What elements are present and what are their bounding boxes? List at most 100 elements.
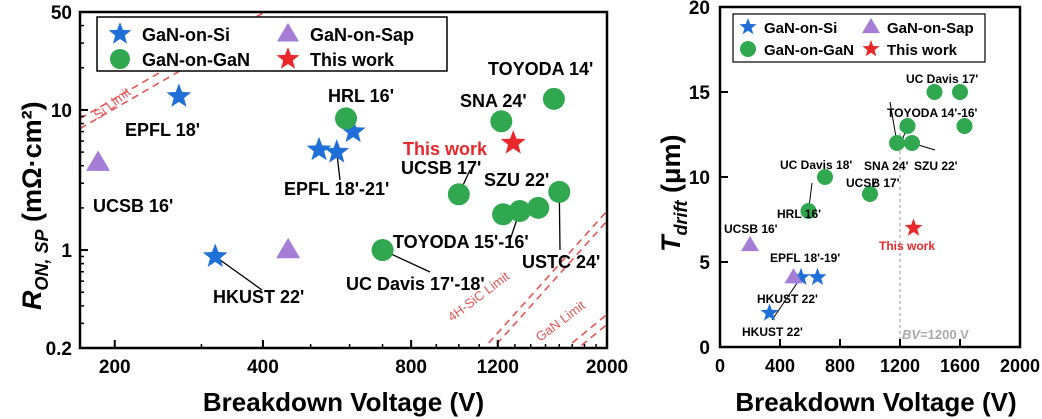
annotation-r-this-work-11: This work — [879, 239, 935, 253]
x-tick-label: 2000 — [586, 357, 628, 378]
point-r-gan-on-gan-1 — [817, 169, 833, 185]
legend-marker-gan-on-sap — [277, 22, 299, 42]
y-tick-label: 10 — [51, 101, 72, 122]
legend-r-label-gan-on-gan: GaN-on-GaN — [764, 42, 854, 59]
point-r-gan-on-gan-4 — [899, 118, 916, 134]
point-r-gan-on-sap-1 — [784, 268, 803, 284]
legend-r-marker-gan-on-si — [739, 18, 757, 35]
legend-marker-gan-on-gan — [110, 49, 130, 69]
annotation-r-szu-22-8: SZU 22' — [914, 159, 958, 173]
bv-1200-label: BV=1200 V — [902, 327, 969, 342]
point-r-gan-on-gan-7 — [952, 84, 968, 100]
point-gan-on-gan-6 — [508, 200, 531, 223]
point-gan-on-gan-8 — [548, 180, 571, 203]
point-gan-on-gan-0 — [335, 107, 358, 130]
y-tick-label-r: 0 — [699, 338, 710, 359]
legend-r-label-gan-on-sap: GaN-on-Sap — [887, 20, 974, 37]
annotation-ucsb-16: UCSB 16' — [93, 196, 173, 216]
legend-r-marker-this-work — [862, 40, 880, 57]
y-tick-label-r: 5 — [699, 253, 710, 274]
annotation-r-epfl-18-19-1: EPFL 18'-19' — [770, 251, 840, 265]
x-tick-label-r: 800 — [825, 356, 855, 376]
point-r-gan-on-gan-3 — [889, 135, 905, 151]
plot-frame — [78, 10, 609, 350]
annotation-r-ucsb-16-0: UCSB 16' — [724, 222, 778, 236]
y-axis-title-unit: (mΩ·cm²) — [17, 101, 47, 229]
x-tick-label-r: 2000 — [1000, 356, 1040, 376]
x-tick-label: 200 — [99, 357, 131, 378]
limit-label-si-limit: Si Limit — [91, 84, 134, 122]
annotation-r-uc-davis-18-5: UC Davis 18' — [780, 158, 852, 172]
annotation-epfl-18-21: EPFL 18'-21' — [284, 179, 389, 199]
annotation-ucsb-17: UCSB 17' — [401, 158, 481, 178]
point-r-gan-on-si-1 — [791, 267, 811, 285]
legend: GaN-on-Si GaN-on-Sap GaN-on-GaN This work — [96, 16, 448, 72]
annotation-r-toyoda-14-16-9: TOYODA 14'-16' — [887, 106, 978, 120]
legend-marker-this-work — [276, 47, 300, 69]
annotation-toyoda-14: TOYODA 14' — [488, 59, 593, 79]
limit-label-gan-limit: GaN Limit — [533, 297, 588, 344]
legend-label-gan-on-gan: GaN-on-GaN — [142, 50, 250, 70]
limit-line-gan-limit-1 — [577, 323, 607, 348]
legend-label-gan-on-sap: GaN-on-Sap — [310, 25, 414, 45]
annotation-r-uc-davis-17-10: UC Davis 17' — [906, 72, 978, 86]
legend-r-box — [732, 13, 986, 63]
y-axis-title: RON, SP (mΩ·cm²) — [17, 101, 52, 310]
point-r-gan-on-gan-2 — [862, 186, 878, 202]
point-gan-on-gan-1 — [371, 239, 394, 262]
y-tick-label-r: 20 — [689, 0, 710, 19]
y-tick-label-r: 15 — [689, 83, 711, 104]
point-gan-on-si-0 — [166, 83, 192, 107]
annotation-hrl-16: HRL 16' — [328, 86, 394, 106]
x-axis-title: Breakdown Voltage (V) — [203, 387, 484, 417]
bv-label-suffix: =1200 V — [920, 327, 969, 342]
point-gan-on-gan-4 — [542, 87, 565, 110]
point-gan-on-sap-1 — [276, 237, 301, 259]
annotation-ustc-24: USTC 24' — [522, 252, 600, 272]
point-gan-on-sap-0 — [86, 150, 111, 171]
legend-r-label-this-work: This work — [887, 42, 958, 59]
y-tick-label: 50 — [51, 3, 72, 24]
legend-box — [96, 16, 448, 72]
point-gan-on-si-1 — [306, 136, 332, 161]
annotation-r-hkust-22-2: HKUST 22' — [757, 292, 818, 306]
point-gan-on-gan-2 — [447, 183, 470, 206]
annotation-this-work: This work — [403, 139, 488, 159]
point-gan-on-gan-5 — [492, 203, 515, 226]
legend-r: GaN-on-Si GaN-on-Sap GaN-on-GaN This work — [732, 13, 986, 63]
y-axis-title-r-unit: (μm) — [656, 134, 686, 200]
legend-r-marker-gan-on-gan — [740, 41, 756, 57]
annotation-r-sna-24-7: SNA 24' — [864, 159, 909, 173]
x-tick-label-r: 1200 — [880, 356, 920, 376]
point-r-gan-on-gan-8 — [956, 118, 973, 134]
annotation-r-hkust-22-3: HKUST 22' — [742, 325, 803, 339]
point-gan-on-gan-7 — [527, 196, 550, 219]
y-axis-title-sub: ON, SP — [32, 228, 52, 290]
point-r-gan-on-si-0 — [760, 303, 779, 321]
annotation-epfl-18: EPFL 18' — [125, 120, 200, 140]
point-r-gan-on-si-2 — [808, 267, 827, 285]
annotation-szu-22: SZU 22' — [484, 170, 549, 190]
annotation-sna-24: SNA 24' — [460, 91, 527, 111]
leader-line-0 — [214, 255, 263, 291]
point-r-gan-on-gan-6 — [926, 84, 943, 100]
y-axis-title-r: Tdrift (μm) — [656, 134, 691, 252]
y-tick-label: 0.2 — [46, 339, 72, 360]
point-gan-on-si-4 — [202, 243, 228, 267]
bv-label-prefix: BV — [902, 327, 921, 342]
x-axis-title-r: Breakdown Voltage (V) — [735, 387, 1016, 417]
limit-line-4h-sic-limit-1 — [492, 220, 607, 348]
y-tick-label: 1 — [61, 241, 72, 262]
y-axis-title-main: R — [17, 290, 47, 310]
chart-tdrift-vs-bv: BV=1200 V 0 400 800 1200 1600 2000 0 5 10 15 20 Brea… — [656, 0, 1040, 417]
y-axis-title-r-sub: drift — [671, 200, 691, 236]
point-this-work-0 — [500, 130, 526, 154]
y-tick-label-r: 10 — [689, 168, 710, 189]
x-tick-label-r: 0 — [715, 356, 725, 376]
x-tick-label: 1200 — [477, 357, 519, 378]
x-tick-label-r: 1600 — [940, 356, 980, 376]
limit-line-gan-limit-0 — [571, 313, 607, 344]
legend-label-this-work: This work — [310, 50, 395, 70]
legend-r-label-gan-on-si: GaN-on-Si — [764, 20, 837, 37]
